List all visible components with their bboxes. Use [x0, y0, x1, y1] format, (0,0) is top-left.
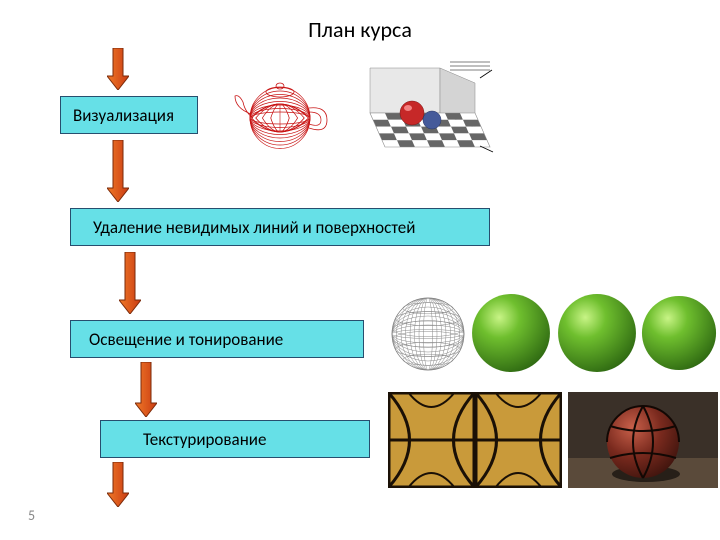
slide-number: 5	[28, 507, 35, 524]
flow-arrow-icon	[107, 462, 129, 507]
page-title: План курса	[0, 16, 720, 43]
textured-basketball-illustration	[568, 392, 718, 488]
topic-label: Визуализация	[73, 105, 174, 126]
shaded-sphere-illustration	[640, 292, 718, 374]
topic-box-texturing: Текстурирование	[100, 420, 370, 458]
topic-box-shading: Освещение и тонирование	[70, 320, 364, 358]
flow-arrow-icon	[107, 140, 129, 202]
shaded-sphere-illustration	[470, 292, 552, 374]
topic-box-visualization: Визуализация	[60, 96, 198, 134]
teapot-wireframe-illustration	[225, 72, 335, 152]
flow-arrow-icon	[107, 48, 129, 90]
flow-arrow-icon	[119, 252, 141, 314]
wireframe-sphere-illustration	[388, 294, 468, 374]
flow-arrow-icon	[135, 362, 157, 417]
render-scene-illustration	[350, 58, 495, 158]
topic-label: Освещение и тонирование	[89, 329, 283, 350]
texture-map-illustration	[388, 392, 562, 488]
topic-label: Удаление невидимых линий и поверхностей	[93, 217, 415, 238]
topic-box-hidden-surface: Удаление невидимых линий и поверхностей	[70, 208, 490, 246]
topic-label: Текстурирование	[143, 429, 266, 450]
shaded-sphere-illustration	[556, 292, 638, 374]
